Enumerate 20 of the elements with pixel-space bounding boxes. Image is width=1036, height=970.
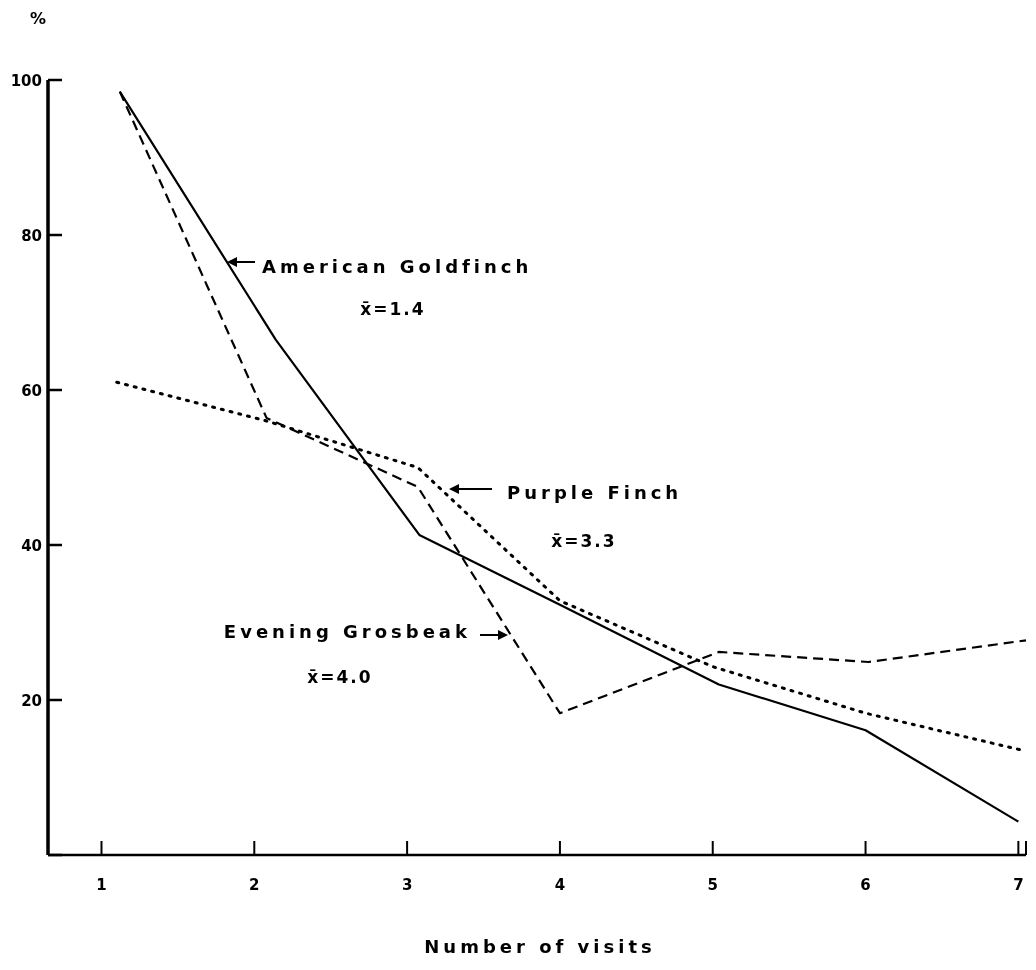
x-tick-label: 4 [554,876,566,894]
x-tick-label: 7 [1013,876,1024,894]
annotation: x̄=1.4 [360,299,426,319]
annotation: x̄=4.0 [307,667,373,687]
y-tick-label: 80 [21,227,42,245]
x-axis-title: Number of visits [424,936,656,957]
y-tick-label: 20 [21,692,42,710]
x-tick-label: 5 [707,876,718,894]
x-tick-label: 1 [96,876,107,894]
x-tick-label: 6 [860,876,871,894]
legend-label: American Goldfinch [262,256,533,277]
y-axis-title: % [29,9,47,28]
y-tick-label: 60 [21,382,42,400]
x-tick-label: 3 [401,876,413,894]
annotation: x̄=3.3 [551,531,617,551]
x-tick-label: 2 [249,876,260,894]
series-label: Evening Grosbeak [223,621,471,642]
y-tick-label: 100 [10,72,42,90]
y-tick-label: 40 [21,537,42,555]
legend-label: Purple Finch [507,482,683,503]
